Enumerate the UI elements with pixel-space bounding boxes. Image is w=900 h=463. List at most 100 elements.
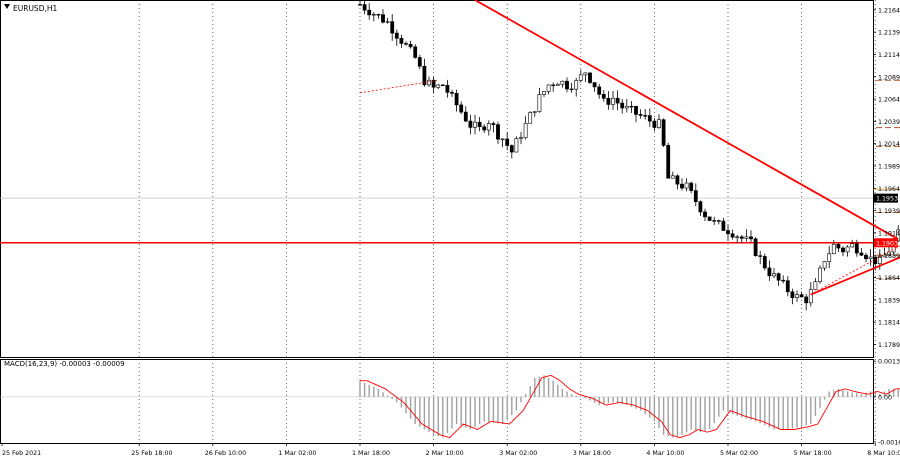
candle-body: [644, 115, 647, 116]
candle-body: [786, 281, 789, 292]
time-axis-label: 5 Mar 18:00: [794, 450, 832, 457]
candle-body: [561, 81, 564, 84]
candle-body: [418, 58, 421, 67]
candle-body: [745, 237, 748, 239]
candle-body: [386, 22, 389, 23]
candle-body: [460, 105, 463, 112]
candle-body: [754, 239, 757, 256]
price-axis-label: 1.1939: [878, 208, 900, 215]
candle-body: [763, 256, 766, 267]
candle-body: [588, 73, 591, 83]
candle-body: [713, 220, 716, 221]
candle-body: [805, 297, 808, 303]
candle-body: [450, 92, 453, 93]
candle-body: [726, 231, 729, 234]
support-level-label: 1.1903: [876, 240, 898, 247]
candle-body: [395, 33, 398, 38]
candle-body: [441, 85, 444, 86]
time-axis-label: 3 Mar 18:00: [573, 450, 611, 457]
time-axis-label: 8 Mar 10:00: [867, 450, 900, 457]
candle-body: [565, 81, 568, 89]
candle-body: [427, 80, 430, 85]
candle-body: [680, 184, 683, 188]
candle-body: [828, 254, 831, 262]
price-axis-label: 1.1889: [878, 253, 900, 260]
candle-body: [478, 122, 481, 127]
candle-body: [455, 93, 458, 105]
candle-body: [860, 253, 863, 255]
candle-body: [864, 255, 867, 259]
candle-body: [782, 280, 785, 281]
candle-body: [625, 106, 628, 108]
candle-body: [542, 92, 545, 95]
candle-body: [841, 248, 844, 252]
candle-body: [846, 247, 849, 252]
candle-body: [492, 124, 495, 125]
candle-body: [823, 262, 826, 268]
price-axis-label: 1.2089: [878, 74, 900, 81]
candle-body: [506, 139, 509, 146]
candle-body: [855, 244, 858, 253]
candle-body: [391, 22, 394, 33]
candle-body: [837, 244, 840, 248]
symbol-label: EURUSD,H1: [13, 4, 57, 13]
price-axis-label: 1.1989: [878, 164, 900, 171]
candle-body: [662, 120, 665, 146]
candle-body: [616, 98, 619, 103]
candle-body: [602, 94, 605, 98]
price-axis-label: 1.1864: [878, 275, 900, 282]
candle-body: [874, 257, 877, 264]
candle-body: [676, 176, 679, 184]
price-axis-label: 1.2114: [878, 52, 900, 59]
candle-body: [404, 43, 407, 44]
time-axis-label: 25 Feb 2021: [2, 450, 41, 457]
candle-body: [598, 87, 601, 94]
time-axis-label: 26 Feb 10:00: [205, 450, 246, 457]
candle-body: [759, 256, 762, 257]
price-axis-label: 1.2064: [878, 97, 900, 104]
candle-body: [768, 268, 771, 276]
candle-body: [777, 274, 780, 281]
candle-body: [584, 73, 587, 75]
price-axis-label: 1.1814: [878, 320, 900, 327]
candle-body: [832, 244, 835, 254]
candle-body: [377, 14, 380, 15]
candle-body: [818, 268, 821, 282]
candle-body: [487, 124, 490, 131]
candle-body: [538, 95, 541, 112]
price-axis-label: 1.1789: [878, 342, 900, 349]
candle-body: [437, 85, 440, 87]
candle-body: [667, 145, 670, 178]
candle-body: [736, 237, 739, 238]
candle-body: [731, 234, 734, 237]
candle-body: [358, 4, 361, 5]
time-axis-label: 5 Mar 02:00: [720, 450, 758, 457]
candle-body: [533, 112, 536, 113]
candle-body: [552, 85, 555, 86]
candle-body: [722, 221, 725, 230]
candle-body: [648, 116, 651, 122]
candle-body: [869, 257, 872, 259]
price-axis-label: 1.1839: [878, 297, 900, 304]
candle-body: [699, 202, 702, 212]
candle-body: [368, 10, 371, 15]
candle-body: [570, 89, 573, 90]
candle-body: [469, 121, 472, 127]
time-axis-label: 2 Mar 10:00: [426, 450, 464, 457]
candle-body: [740, 237, 743, 239]
time-axis-label: 3 Mar 02:00: [499, 450, 537, 457]
candle-body: [575, 80, 578, 89]
candle-body: [772, 274, 775, 276]
candle-body: [515, 139, 518, 153]
candle-body: [653, 121, 656, 127]
candle-body: [717, 221, 720, 222]
macd-axis-label: 0.00: [878, 394, 892, 401]
candle-body: [409, 44, 412, 47]
candle-body: [446, 85, 449, 92]
candle-body: [414, 47, 417, 58]
macd-axis-label: 0.00132: [878, 359, 900, 366]
candle-body: [593, 83, 596, 87]
price-axis-label: 1.2039: [878, 119, 900, 126]
